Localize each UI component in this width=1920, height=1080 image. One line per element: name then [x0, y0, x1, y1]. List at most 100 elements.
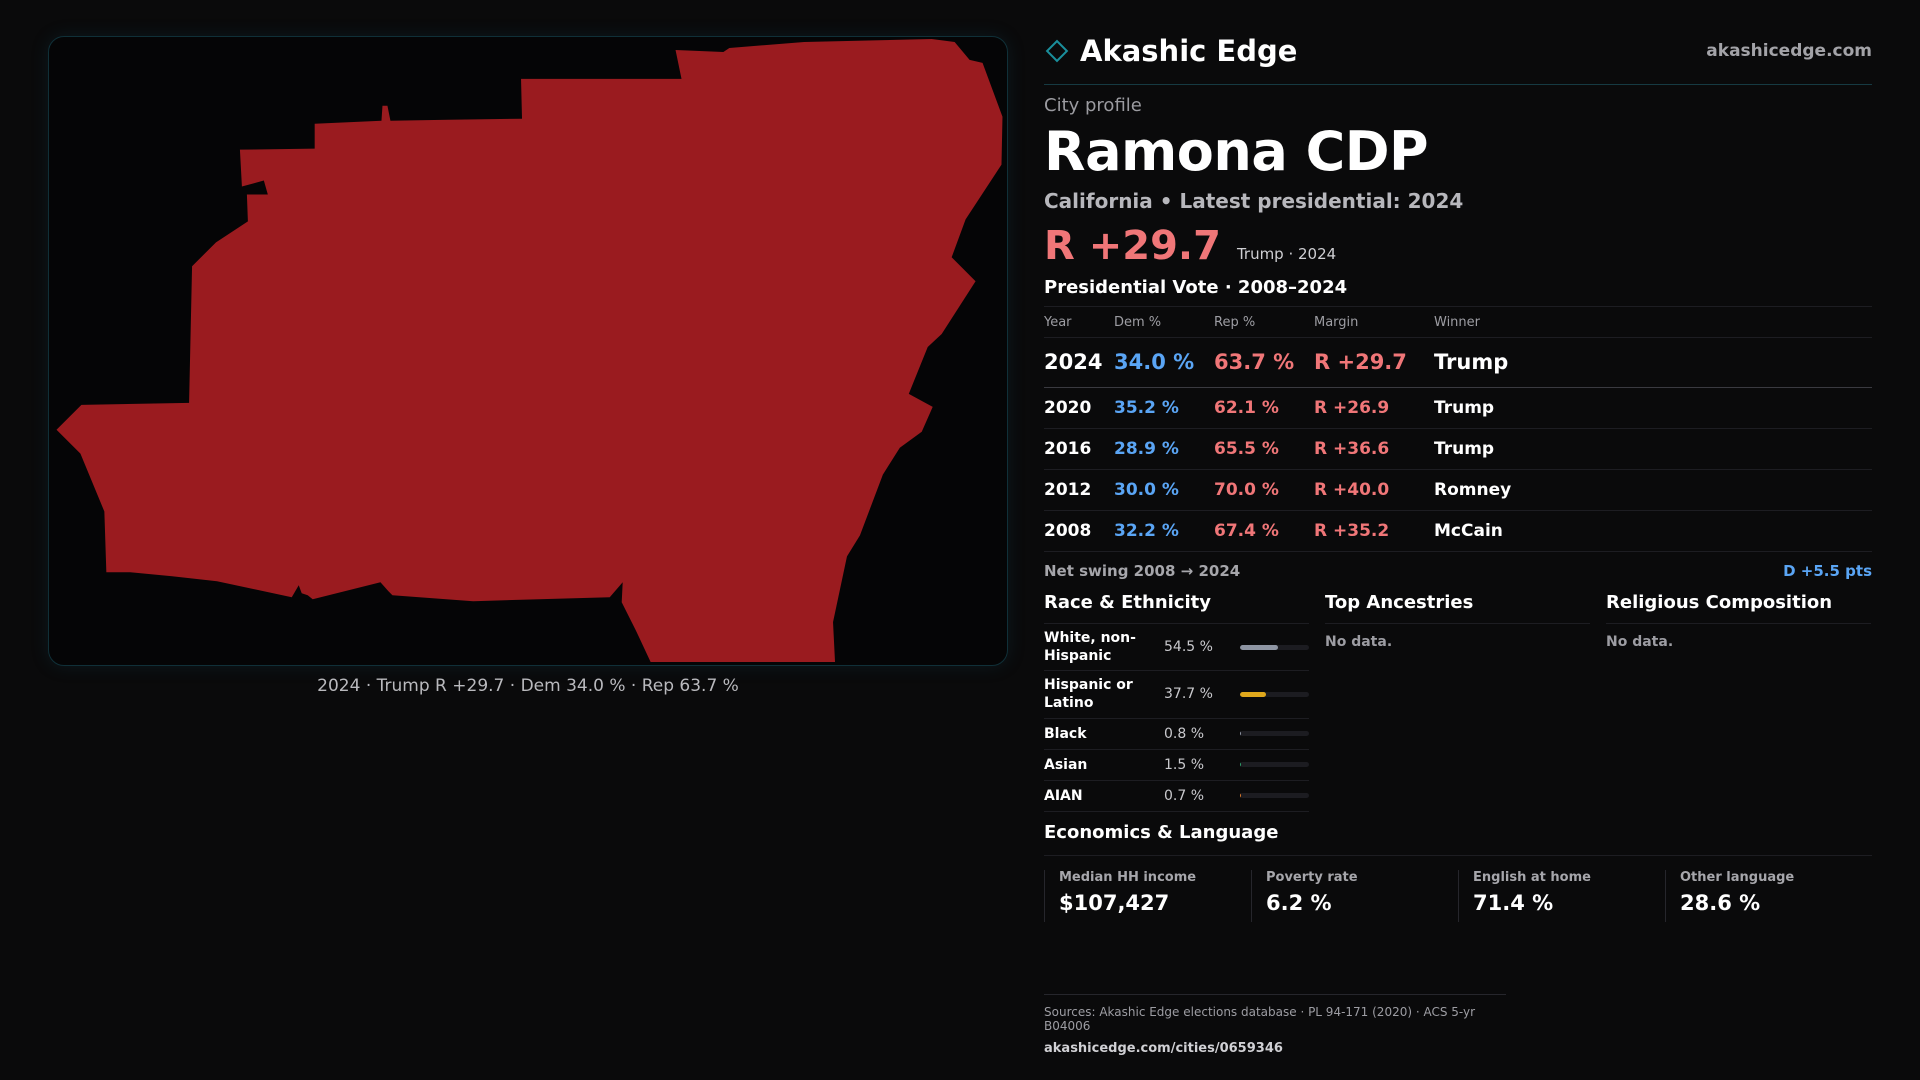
- footer-url-link[interactable]: akashicedge.com/cities/0659346: [1044, 1041, 1283, 1056]
- religion-empty: No data.: [1606, 633, 1674, 650]
- race-row: Asian 1.5 %: [1044, 750, 1309, 781]
- race-row: White, non-Hispanic 54.5 %: [1044, 624, 1309, 672]
- race-bar: [1240, 762, 1309, 768]
- econ-label: Other language: [1680, 869, 1795, 885]
- race-pct: 54.5 %: [1164, 639, 1213, 656]
- cell-rep: 63.7 %: [1214, 337, 1314, 388]
- cell-rep: 62.1 %: [1214, 387, 1314, 429]
- profile-panel: Akashic Edge akashicedge.com City profil…: [1044, 30, 1872, 922]
- economics-grid: Median HH income $107,427 Poverty rate 6…: [1044, 869, 1872, 922]
- race-bar-fill: [1240, 793, 1242, 799]
- cell-dem: 35.2 %: [1114, 387, 1214, 429]
- econ-value: $107,427: [1059, 890, 1170, 915]
- religion-section-title: Religious Composition: [1606, 592, 1871, 624]
- cell-dem: 34.0 %: [1114, 337, 1214, 388]
- race-pct: 0.8 %: [1164, 725, 1205, 742]
- ancestries-section: Top Ancestries No data.: [1325, 592, 1590, 812]
- cell-winner: McCain: [1434, 510, 1872, 552]
- brand-url-link[interactable]: akashicedge.com: [1706, 41, 1872, 61]
- brand[interactable]: Akashic Edge: [1044, 34, 1297, 68]
- cell-year: 2020: [1044, 387, 1114, 429]
- net-swing-value: D +5.5 pts: [1783, 561, 1872, 580]
- cell-margin: R +36.6: [1314, 428, 1434, 470]
- vote-table: Year Dem % Rep % Margin Winner 2024 34.0…: [1044, 307, 1872, 552]
- econ-card-income: Median HH income $107,427: [1044, 869, 1251, 922]
- race-list: White, non-Hispanic 54.5 % Hispanic or Lat…: [1044, 624, 1309, 812]
- econ-label: Median HH income: [1059, 869, 1197, 885]
- race-bar-fill: [1240, 644, 1278, 650]
- race-row: AIAN 0.7 %: [1044, 781, 1309, 812]
- page-title: Ramona CDP: [1044, 120, 1429, 183]
- race-bar-fill: [1240, 731, 1242, 737]
- cell-margin: R +29.7: [1314, 337, 1434, 388]
- cell-winner: Trump: [1434, 428, 1872, 470]
- cell-margin: R +40.0: [1314, 469, 1434, 511]
- map-panel[interactable]: [48, 36, 1008, 666]
- race-label: Asian: [1044, 756, 1088, 773]
- footer: Sources: Akashic Edge elections database…: [1044, 994, 1506, 1056]
- econ-value: 71.4 %: [1473, 890, 1554, 915]
- race-bar: [1240, 731, 1309, 737]
- econ-label: English at home: [1473, 869, 1591, 885]
- table-row: 2024 34.0 % 63.7 % R +29.7 Trump: [1044, 337, 1872, 388]
- cell-year: 2024: [1044, 337, 1114, 388]
- race-label: Hispanic or Latino: [1044, 677, 1133, 712]
- cell-dem: 28.9 %: [1114, 428, 1214, 470]
- cell-rep: 65.5 %: [1214, 428, 1314, 470]
- race-label: AIAN: [1044, 787, 1083, 804]
- cell-year: 2016: [1044, 428, 1114, 470]
- headline-note: Trump · 2024: [1236, 245, 1337, 264]
- race-pct: 37.7 %: [1164, 686, 1213, 703]
- race-bar-fill: [1240, 762, 1242, 768]
- col-header-year: Year: [1044, 307, 1114, 338]
- footer-sources: Sources: Akashic Edge elections database…: [1044, 1005, 1476, 1033]
- race-pct: 1.5 %: [1164, 756, 1205, 773]
- headline-margin: R +29.7: [1044, 223, 1221, 270]
- cell-rep: 70.0 %: [1214, 469, 1314, 511]
- race-label: White, non-Hispanic: [1044, 629, 1136, 665]
- cell-winner: Trump: [1434, 337, 1872, 388]
- econ-label: Poverty rate: [1266, 869, 1358, 885]
- race-bar: [1240, 691, 1309, 697]
- col-header-margin: Margin: [1314, 307, 1434, 338]
- race-row: Black 0.8 %: [1044, 719, 1309, 750]
- brand-header: Akashic Edge akashicedge.com: [1044, 30, 1872, 85]
- city-boundary-shape[interactable]: [56, 38, 1003, 663]
- cell-dem: 30.0 %: [1114, 469, 1214, 511]
- cell-winner: Romney: [1434, 469, 1872, 511]
- race-bar: [1240, 793, 1309, 799]
- col-header-rep: Rep %: [1214, 307, 1314, 338]
- ancestries-empty: No data.: [1325, 633, 1393, 650]
- race-bar-fill: [1240, 691, 1266, 697]
- vote-table-header: Year Dem % Rep % Margin Winner: [1044, 307, 1872, 338]
- city-boundary-map[interactable]: [49, 37, 1007, 665]
- race-row: Hispanic or Latino 37.7 %: [1044, 671, 1309, 719]
- race-label: Black: [1044, 725, 1087, 742]
- econ-value: 28.6 %: [1680, 890, 1761, 915]
- cell-dem: 32.2 %: [1114, 510, 1214, 552]
- cell-winner: Trump: [1434, 387, 1872, 429]
- econ-value: 6.2 %: [1266, 890, 1332, 915]
- page-eyebrow: City profile: [1044, 95, 1142, 116]
- cell-margin: R +35.2: [1314, 510, 1434, 552]
- cell-year: 2008: [1044, 510, 1114, 552]
- brand-name: Akashic Edge: [1080, 34, 1298, 68]
- race-section-title: Race & Ethnicity: [1044, 592, 1309, 624]
- col-header-dem: Dem %: [1114, 307, 1214, 338]
- table-row: 2016 28.9 % 65.5 % R +36.6 Trump: [1044, 428, 1872, 470]
- cell-year: 2012: [1044, 469, 1114, 511]
- race-bar: [1240, 644, 1309, 650]
- ancestries-section-title: Top Ancestries: [1325, 592, 1590, 624]
- diamond-logo-icon: [1045, 39, 1069, 63]
- headline-result: R +29.7 Trump · 2024: [1044, 223, 1872, 269]
- table-row: 2020 35.2 % 62.1 % R +26.9 Trump: [1044, 387, 1872, 429]
- table-row: 2012 30.0 % 70.0 % R +40.0 Romney: [1044, 469, 1872, 511]
- econ-card-other-language: Other language 28.6 %: [1665, 869, 1872, 922]
- map-caption: 2024 · Trump R +29.7 · Dem 34.0 % · Rep …: [317, 676, 739, 696]
- economics-section-title: Economics & Language: [1044, 822, 1872, 856]
- cell-rep: 67.4 %: [1214, 510, 1314, 552]
- religion-section: Religious Composition No data.: [1606, 592, 1871, 812]
- econ-card-poverty: Poverty rate 6.2 %: [1251, 869, 1458, 922]
- race-pct: 0.7 %: [1164, 787, 1205, 804]
- table-row: 2008 32.2 % 67.4 % R +35.2 McCain: [1044, 510, 1872, 552]
